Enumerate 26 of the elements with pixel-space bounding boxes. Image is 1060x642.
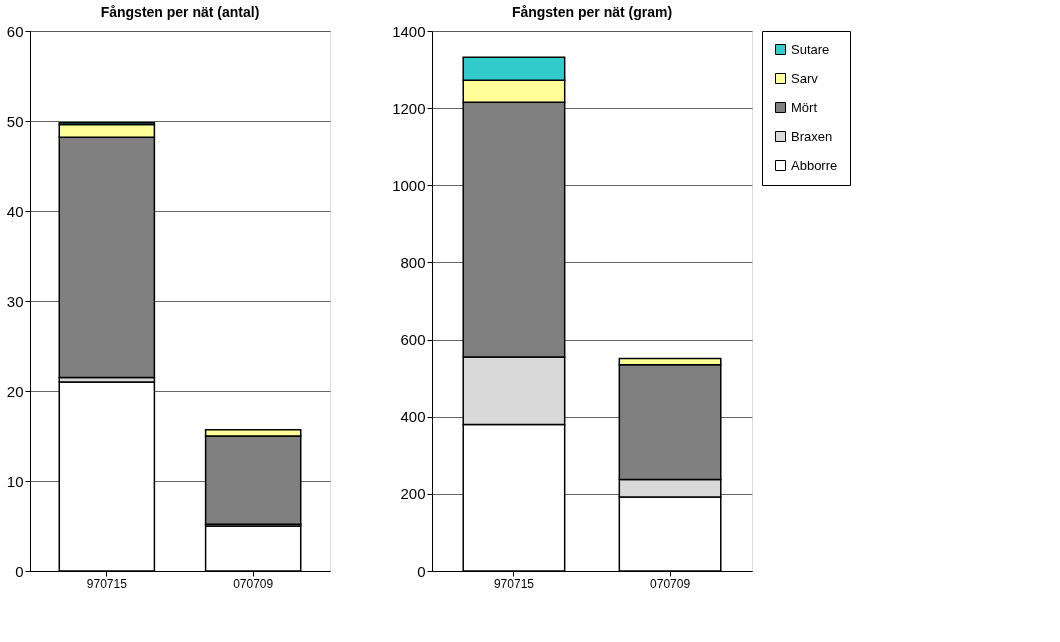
y-tick-label: 40: [6, 202, 24, 220]
y-tick-label: 1400: [392, 22, 426, 40]
y-tick-label: 0: [417, 562, 426, 580]
y-tick-label: 1200: [392, 99, 426, 117]
legend-label: Sarv: [791, 70, 819, 86]
legend-label: Braxen: [791, 128, 833, 144]
y-tick-label: 50: [6, 112, 24, 130]
y-tick-label: 800: [400, 253, 426, 271]
y-tick-label: 600: [400, 331, 426, 349]
legend-label: Mört: [791, 99, 818, 115]
x-tick-label: 970715: [86, 576, 128, 591]
y-tick-label: 10: [6, 472, 24, 490]
y-tick-label: 20: [6, 382, 24, 400]
y-tick-label: 30: [6, 292, 24, 310]
chart-title: Fångsten per nät (gram): [511, 4, 673, 20]
y-tick-label: 200: [400, 485, 426, 503]
chart-title: Fångsten per nät (antal): [100, 4, 260, 20]
x-tick-label: 070709: [233, 576, 274, 591]
legend-label: Sutare: [791, 41, 830, 57]
x-tick-label: 070709: [650, 576, 691, 591]
legend-label: Abborre: [791, 157, 838, 173]
y-tick-label: 0: [15, 562, 24, 580]
y-tick-label: 60: [6, 22, 24, 40]
y-tick-label: 400: [400, 408, 426, 426]
y-tick-label: 1000: [392, 176, 426, 194]
x-tick-label: 970715: [493, 576, 535, 591]
